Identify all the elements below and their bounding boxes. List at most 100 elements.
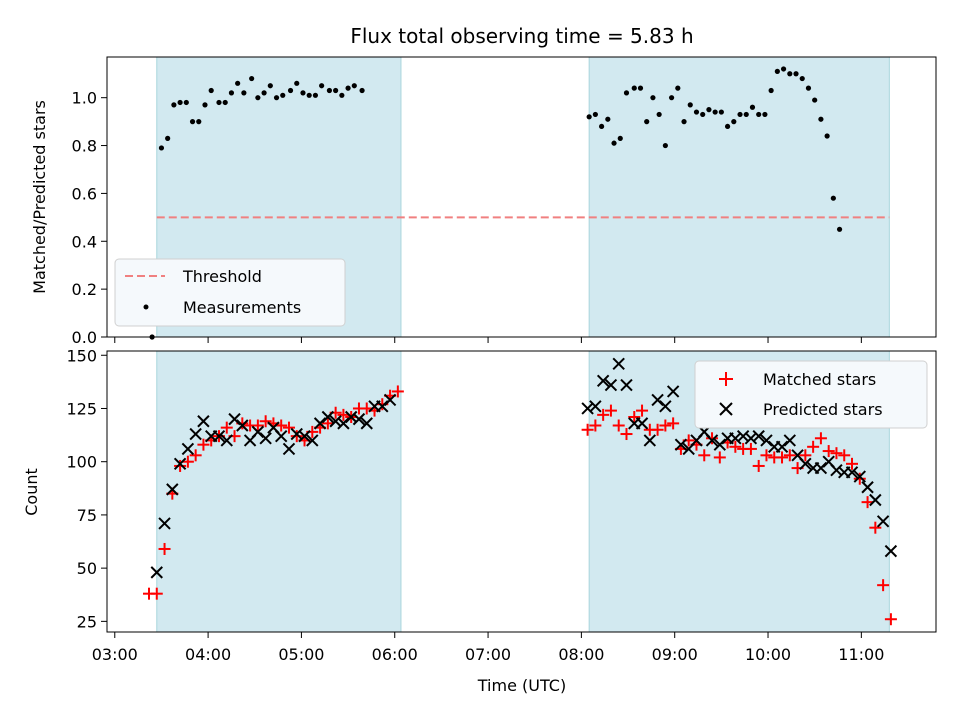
predicted-star-point [799, 457, 812, 471]
measurement-point [644, 119, 650, 125]
measurement-point [812, 97, 818, 103]
measurement-point [737, 111, 743, 118]
predicted-star-point [383, 393, 397, 407]
predicted-star-point [861, 481, 874, 494]
matched-star-point [667, 417, 680, 430]
matched-star-point [597, 408, 610, 421]
matched-star-point [189, 449, 202, 462]
matched-star-point [337, 408, 350, 421]
measurement-point [724, 123, 731, 130]
x-tick-label: 03:00 [92, 645, 138, 664]
matched-star-point [814, 432, 827, 445]
predicted-star-point [830, 464, 843, 477]
predicted-star-point [752, 429, 765, 443]
measurement-point [693, 109, 700, 115]
matched-star-point [282, 421, 295, 434]
measurement-point [339, 92, 345, 98]
bottom-panel: 25 50 75 100 125 150 03:00 04:00 05:00 06:00 07:0… [22, 346, 937, 695]
matched-star-point [391, 385, 404, 398]
y-tick-label: 0.4 [72, 232, 97, 251]
measurement-point [731, 119, 737, 125]
predicted-star-point [290, 427, 303, 441]
y-tick-label: 150 [66, 346, 97, 365]
measurement-point [780, 66, 787, 72]
measurement-point [312, 92, 319, 98]
x-tick-label: 06:00 [372, 645, 418, 664]
matched-star-point [604, 404, 617, 417]
measurement-point [774, 68, 780, 74]
matched-star-point [744, 442, 757, 455]
measurement-point [294, 80, 300, 86]
measurement-point [687, 102, 693, 108]
legend-predicted-swatch [719, 402, 733, 416]
measurement-point [158, 145, 165, 151]
measurement-point [333, 87, 339, 94]
measurement-point [756, 111, 762, 118]
predicted-star-point [197, 415, 210, 428]
bottom-y-axis: 25 50 75 100 125 150 [66, 346, 107, 631]
matched-star-point [776, 451, 789, 464]
predicted-star-point [729, 432, 742, 445]
legend-measurements-label: Measurements [183, 298, 301, 317]
x-tick-label: 10:00 [745, 645, 791, 664]
bottom-legend: Matched stars Predicted stars [694, 360, 928, 429]
chart-title: Flux total observing time = 5.83 h [350, 24, 693, 48]
measurement-point [241, 90, 247, 96]
x-tick-label: 04:00 [185, 645, 231, 664]
matched-star-point [220, 421, 233, 434]
measurement-point [762, 111, 768, 118]
y-tick-label: 125 [66, 399, 97, 418]
legend-matched-swatch [719, 372, 733, 386]
matched-star-point [884, 613, 897, 626]
measurement-point [319, 83, 325, 89]
measurement-point [189, 119, 196, 125]
y-tick-label: 75 [77, 506, 97, 525]
matched-star-point [620, 428, 633, 441]
matched-star-point [698, 449, 711, 462]
matched-star-point [259, 415, 272, 428]
predicted-star-point [869, 493, 882, 507]
bottom-y-axis-label: Count [22, 468, 41, 516]
predicted-star-point [181, 442, 195, 456]
matched-star-point [251, 419, 264, 432]
matched-star-point [729, 440, 742, 453]
bottom-x-axis: 03:00 04:00 05:00 06:00 07:00 08:00 09:00 10:00… [92, 632, 884, 664]
measurement-point [799, 75, 805, 82]
top-x-ticks [114, 337, 862, 343]
matched-star-point [628, 410, 641, 423]
measurement-point [261, 90, 267, 96]
matched-star-point [877, 579, 890, 592]
matched-star-point [581, 423, 594, 436]
predicted-star-point [705, 434, 719, 447]
measurement-point [768, 87, 774, 94]
predicted-star-point [783, 434, 797, 447]
measurement-point [222, 99, 228, 106]
measurement-point [249, 75, 255, 82]
matched-star-point [612, 419, 625, 432]
matched-star-point [799, 449, 812, 462]
measurement-point [599, 123, 605, 130]
measurement-point [300, 90, 306, 96]
measurement-point [235, 80, 241, 86]
predicted-star-point [236, 419, 249, 432]
measurement-point [273, 95, 280, 101]
measurement-point [351, 83, 357, 89]
matched-star-point [181, 455, 194, 468]
measurement-point [345, 85, 351, 91]
measurement-point [228, 90, 235, 96]
predicted-star-point [360, 417, 373, 430]
predicted-star-point [604, 378, 618, 392]
matched-star-point [822, 445, 835, 458]
top-y-axis: 0.0 0.2 0.4 0.6 0.8 1.0 [72, 89, 107, 347]
bottom-plot-frame [106, 350, 937, 633]
measurement-point [675, 85, 681, 91]
matched-star-point [659, 419, 672, 432]
predicted-star-point [274, 429, 288, 443]
measurement-point [280, 92, 286, 98]
matched-star-point [158, 542, 171, 555]
top-plot-frame [106, 56, 937, 338]
measurement-point [805, 85, 812, 91]
legend-measurements-swatch [143, 304, 149, 310]
predicted-stars-points [150, 357, 898, 579]
